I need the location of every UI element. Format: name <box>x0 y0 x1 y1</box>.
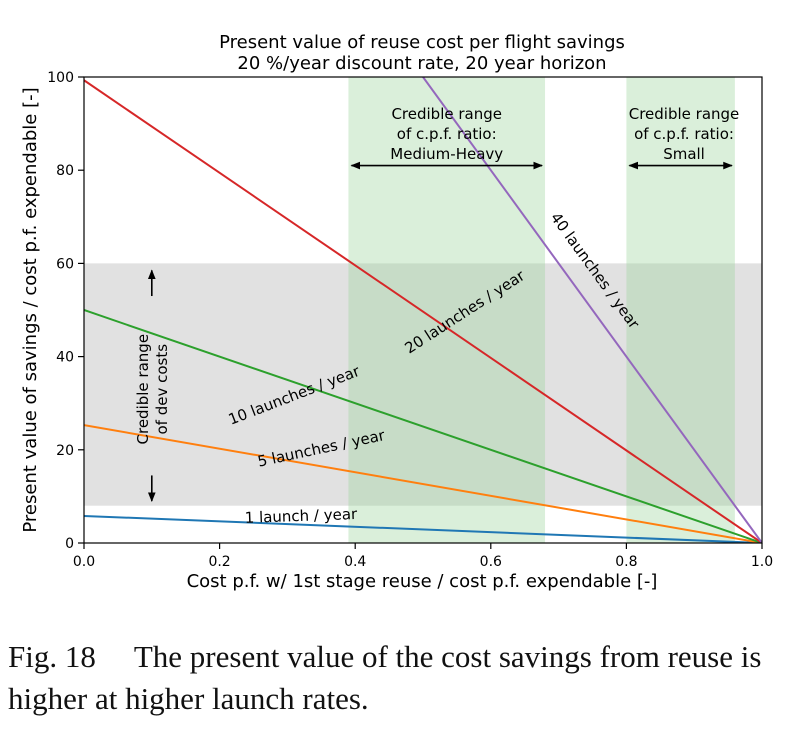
series-line-4 <box>84 79 762 543</box>
cpf-range-band-1 <box>348 77 546 543</box>
figure-caption: Fig. 18 The present value of the cost sav… <box>8 636 792 720</box>
y-tick-label-1: 20 <box>56 443 74 459</box>
chart-title: Present value of reuse cost per flight s… <box>219 32 625 53</box>
series-label-1: 1 launch / year <box>244 505 358 527</box>
dev-cost-label-line-1: Credible range <box>134 334 152 445</box>
line-chart: Present value of reuse cost per flight s… <box>20 32 773 592</box>
dev-cost-label-line-2: of dev costs <box>153 344 171 435</box>
x-tick-label-4: 0.8 <box>615 554 637 570</box>
cpf-range-2-label-line-1: Credible range <box>629 105 740 123</box>
chart-figure: Present value of reuse cost per flight s… <box>20 32 773 592</box>
dev-cost-label-group: Credible range of dev costs <box>134 334 171 445</box>
series-line-3 <box>84 309 762 543</box>
cpf-range-2-label-line-2: of c.p.f. ratio: <box>634 125 734 143</box>
series-line-2 <box>84 424 762 543</box>
cpf-range-2-label-line-3: Small <box>663 145 705 163</box>
x-axis-label: Cost p.f. w/ 1st stage reuse / cost p.f.… <box>187 571 658 592</box>
x-tick-label-0: 0.0 <box>73 554 95 570</box>
cpf-range-1-label-line-2: of c.p.f. ratio: <box>397 125 497 143</box>
caption-text: The present value of the cost savings fr… <box>8 639 762 716</box>
x-tick-label-1: 0.2 <box>208 554 230 570</box>
cpf-range-band-2 <box>626 77 735 543</box>
y-tick-label-3: 60 <box>56 256 74 272</box>
chart-subtitle: 20 %/year discount rate, 20 year horizon <box>237 53 606 74</box>
series-line-1 <box>84 514 762 543</box>
plot-area: 0.0 0.2 0.4 0.6 0.8 1.0 0 20 40 60 80 100 1 launch /… <box>47 70 773 570</box>
y-tick-label-2: 40 <box>56 350 74 366</box>
series-line-5 <box>422 77 762 543</box>
x-tick-label-2: 0.4 <box>344 554 366 570</box>
y-axis-label: Present value of savings / cost p.f. exp… <box>20 87 41 532</box>
y-tick-label-4: 80 <box>56 163 74 179</box>
axes-frame <box>83 76 763 544</box>
figure-number: Fig. 18 <box>8 639 96 674</box>
cpf-range-1-label-line-1: Credible range <box>391 105 502 123</box>
y-tick-label-0: 0 <box>65 536 74 552</box>
x-tick-label-3: 0.6 <box>480 554 502 570</box>
plot-clipped-group <box>84 77 762 543</box>
y-tick-label-5: 100 <box>47 70 74 86</box>
cpf-range-1-label-line-3: Medium-Heavy <box>390 145 503 163</box>
x-tick-label-5: 1.0 <box>751 554 773 570</box>
